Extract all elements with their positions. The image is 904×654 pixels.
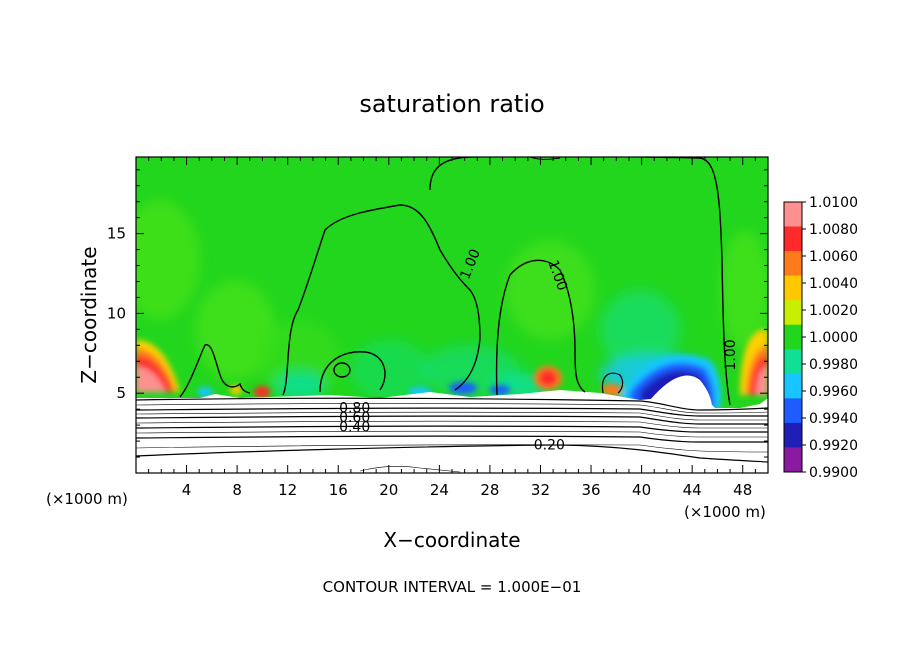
- colorbar-level-label: 1.0000: [809, 330, 858, 346]
- x-tick-label: 12: [278, 481, 297, 499]
- x-axis-label: X−coordinate: [383, 528, 520, 552]
- colorbar-level-label: 0.9920: [809, 438, 858, 454]
- chart-title: saturation ratio: [359, 90, 544, 118]
- blank-pocket-right: [650, 375, 712, 408]
- contour-label: 0.20: [534, 437, 565, 453]
- colorbar-swatch: [784, 202, 802, 228]
- colorbar-swatch: [784, 324, 802, 350]
- x-axis: 4 8 12 16 20 24 28 32 36 40 44 48: [148, 157, 756, 499]
- colorbar-level-label: 0.9980: [809, 357, 858, 373]
- colorbar-swatch: [784, 349, 802, 375]
- contour-label: 0.40: [339, 420, 370, 436]
- contour-label: 0.80: [339, 401, 370, 417]
- contour-label-group: 0.20: [534, 437, 565, 453]
- x-tick-label: 32: [531, 481, 550, 499]
- colorbar-level-label: 1.0020: [809, 303, 858, 319]
- contour-label-group: 1.00: [723, 339, 739, 370]
- plot-area: 1.00 1.001.000.800.600.400.20: [136, 157, 768, 473]
- colorbar-swatch: [784, 300, 802, 326]
- colorbar-swatch: [784, 226, 802, 252]
- x-tick-label: 40: [632, 481, 651, 499]
- x-tick-label: 36: [581, 481, 600, 499]
- colorbar-level-label: 1.0100: [809, 195, 858, 211]
- x-tick-label: 28: [480, 481, 499, 499]
- y-axis-label: Z−coordinate: [77, 246, 101, 383]
- y-tick-label: 15: [107, 225, 126, 243]
- contour-label: 0.60: [339, 410, 370, 426]
- y-tick-label: 5: [116, 384, 126, 402]
- x-tick-label: 4: [182, 481, 192, 499]
- x-tick-label: 44: [683, 481, 702, 499]
- contour-label-group: 0.80: [339, 401, 370, 417]
- colorbar-swatch: [784, 447, 802, 473]
- colorbar-swatch: [784, 373, 802, 399]
- colorbar-swatch: [784, 251, 802, 277]
- x-tick-label: 20: [379, 481, 398, 499]
- y-tick-label: 10: [107, 304, 126, 322]
- x-unit-left: (×1000 m): [46, 490, 128, 508]
- contour-lines-lower: [136, 397, 768, 473]
- colorbar-swatch: [784, 275, 802, 301]
- colorbar-swatch: [784, 398, 802, 424]
- colorbar-level-label: 0.9900: [809, 465, 858, 481]
- x-tick-label: 8: [232, 481, 242, 499]
- colorbar-level-label: 1.0060: [809, 249, 858, 265]
- colorbar-level-label: 0.9940: [809, 411, 858, 427]
- x-tick-label: 16: [329, 481, 348, 499]
- x-tick-label: 24: [430, 481, 449, 499]
- contour-label: 1.00: [723, 339, 739, 370]
- x-unit-right: (×1000 m): [684, 503, 766, 521]
- contour-label-group: 0.40: [339, 420, 370, 436]
- colorbar: 1.0100 1.0080 1.0060 1.0040 1.0020 1.0000 0.99…: [783, 195, 858, 481]
- field-shading: [136, 200, 768, 400]
- colorbar-level-label: 1.0040: [809, 276, 858, 292]
- y-axis: 5 10 15: [107, 169, 768, 458]
- x-tick-label: 48: [733, 481, 752, 499]
- colorbar-level-label: 0.9960: [809, 384, 858, 400]
- contour-label-group: 0.60: [339, 410, 370, 426]
- contour-interval-note: CONTOUR INTERVAL = 1.000E−01: [323, 578, 582, 596]
- colorbar-level-label: 1.0080: [809, 222, 858, 238]
- colorbar-swatch: [784, 422, 802, 448]
